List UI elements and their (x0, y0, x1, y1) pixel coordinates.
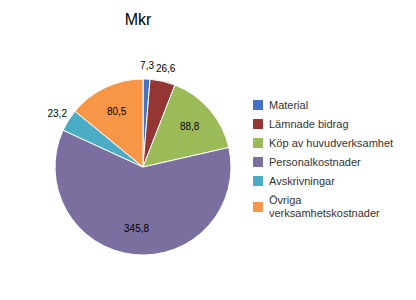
html-text:Övriga verksamhetskostnader: Övriga verksamhetskostnader (269, 193, 380, 219)
html-text:Personalkostnader: Personalkostnader (269, 155, 361, 168)
html-text:Mkr: Mkr (124, 11, 152, 28)
html-text:Lämnade bidrag: Lämnade bidrag (269, 117, 349, 130)
svg-text:80,5: 80,5 (107, 106, 127, 117)
html-text:Köp av huvudverksamhet: Köp av huvudverksamhet (269, 136, 394, 149)
svg-text:345,8: 345,8 (124, 223, 149, 234)
svg-text:7,3: 7,3 (140, 60, 154, 71)
svg-text:26,6: 26,6 (156, 63, 176, 74)
svg-text:88,8: 88,8 (180, 121, 200, 132)
svg-text:23,2: 23,2 (47, 108, 67, 119)
html-text:Avskrivningar: Avskrivningar (269, 174, 335, 187)
html-text:Material: Material (269, 98, 309, 111)
